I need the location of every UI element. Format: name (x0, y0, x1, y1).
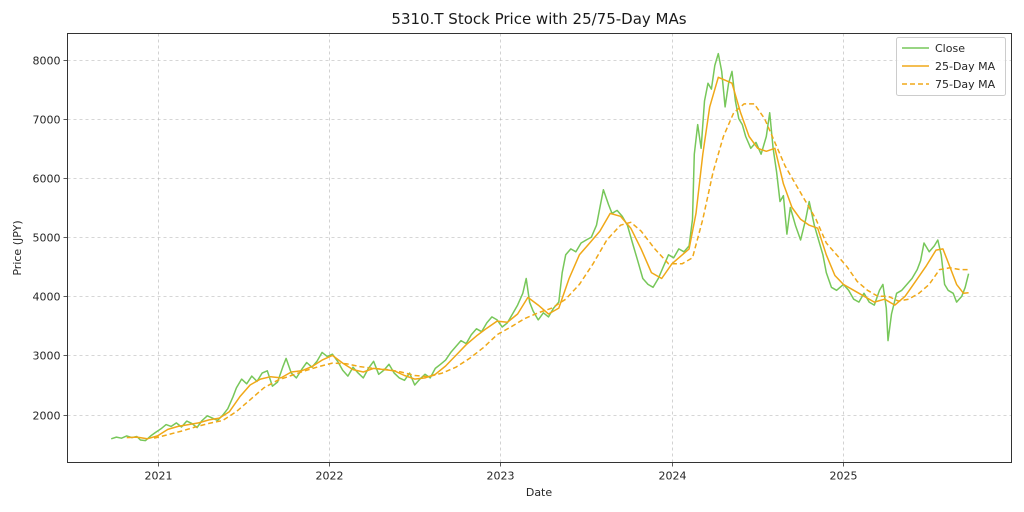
x-tick-label: 2021 (145, 470, 173, 483)
x-axis-label: Date (526, 486, 553, 499)
x-axis-ticks: 2021 2022 2023 2024 2025 (145, 462, 858, 483)
y-tick-label: 5000 (33, 232, 61, 245)
x-tick-label: 2024 (659, 470, 687, 483)
ma25-line (126, 76, 969, 440)
y-tick-label: 7000 (33, 114, 61, 127)
series-lines (110, 52, 970, 442)
x-tick-label: 2023 (487, 470, 515, 483)
y-tick-label: 8000 (33, 55, 61, 68)
close-line (110, 52, 970, 442)
x-tick-label: 2022 (316, 470, 344, 483)
legend: Close 25-Day MA 75-Day MA (896, 37, 1006, 96)
plot-area-frame (67, 33, 1012, 463)
y-tick-label: 2000 (33, 410, 61, 423)
chart-title: 5310.T Stock Price with 25/75-Day MAs (391, 10, 686, 28)
legend-box (896, 37, 1006, 96)
legend-label-25-day-ma: 25-Day MA (935, 60, 996, 73)
grid-lines (67, 33, 1012, 463)
y-axis-label: Price (JPY) (11, 220, 24, 275)
y-axis-ticks: 2000 3000 4000 5000 6000 7000 8000 (33, 55, 68, 423)
y-tick-label: 4000 (33, 291, 61, 304)
x-tick-label: 2025 (830, 470, 858, 483)
y-tick-label: 3000 (33, 350, 61, 363)
y-tick-label: 6000 (33, 173, 61, 186)
legend-label-75-day-ma: 75-Day MA (935, 78, 996, 91)
legend-label-close: Close (935, 42, 965, 55)
ma75-line (153, 103, 969, 439)
